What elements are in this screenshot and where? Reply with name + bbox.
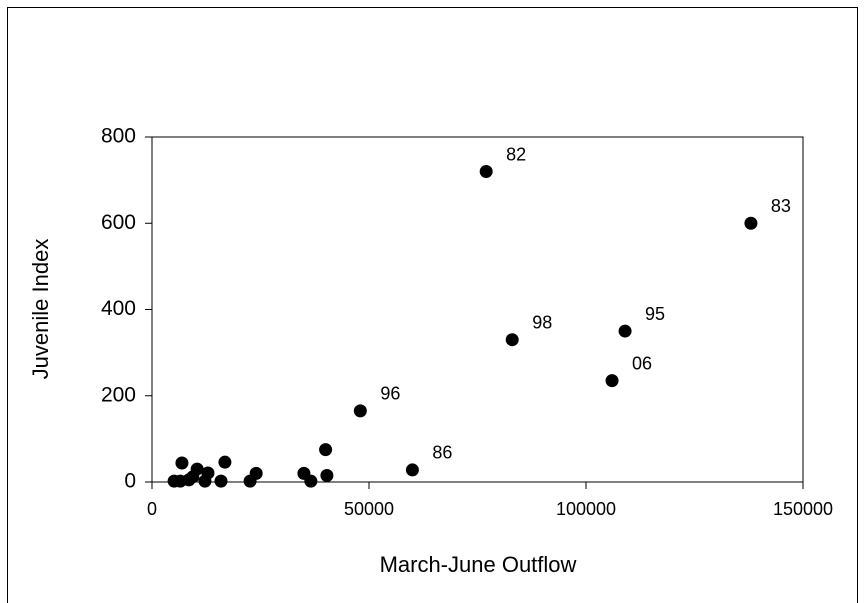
point [605, 374, 619, 388]
point [744, 216, 758, 230]
point [320, 469, 334, 483]
point [167, 474, 181, 488]
y-tick-label: 600 [101, 211, 136, 234]
y-tick-label: 0 [124, 470, 136, 493]
point-label: 86 [432, 443, 452, 463]
point [319, 443, 333, 457]
chart-frame [7, 7, 858, 603]
y-tick-label: 800 [101, 125, 136, 148]
x-tick-label: 100000 [556, 499, 616, 519]
point-label: 96 [380, 384, 400, 404]
point [353, 404, 367, 418]
point-label: 82 [506, 144, 526, 164]
x-tick-label: 150000 [773, 499, 833, 519]
point-label: 83 [771, 196, 791, 216]
point [479, 165, 493, 178]
x-tick-label: 50000 [344, 499, 394, 519]
point [218, 455, 232, 469]
x-axis-label: March-June Outflow [380, 552, 577, 577]
point-label: 95 [645, 304, 665, 324]
point [214, 474, 228, 488]
point [618, 324, 632, 338]
point-label: 06 [632, 353, 652, 373]
point [243, 474, 257, 488]
point [198, 474, 212, 488]
y-axis-label: Juvenile Index [28, 239, 53, 380]
point [304, 474, 318, 488]
point [175, 456, 189, 470]
y-tick-label: 400 [101, 297, 136, 320]
point-label: 98 [532, 312, 552, 332]
y-tick-label: 200 [101, 383, 136, 406]
x-tick-label: 0 [147, 499, 157, 519]
point [405, 463, 419, 477]
point [505, 333, 519, 347]
y-axis-label-clip: Juvenile Index [28, 239, 53, 380]
